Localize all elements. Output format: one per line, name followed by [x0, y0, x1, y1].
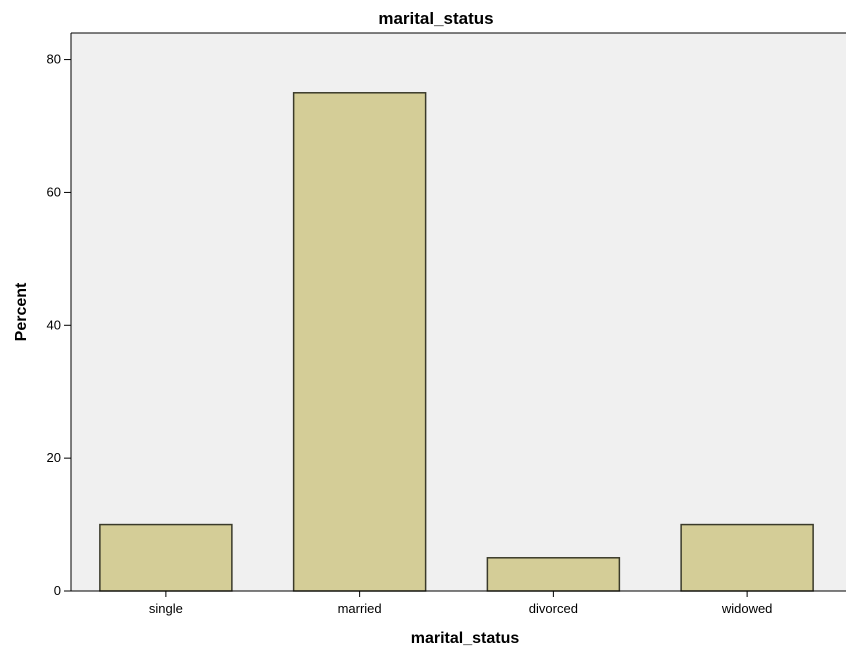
y-tick-label: 80: [47, 52, 61, 67]
x-tick-label-married: married: [338, 601, 382, 616]
x-ticks-group: single married divorced widowed: [149, 591, 773, 616]
y-tick-label: 40: [47, 317, 61, 332]
bar-married: [292, 92, 427, 592]
x-tick-label-divorced: divorced: [529, 601, 578, 616]
x-tick-label-single: single: [149, 601, 183, 616]
plot-background: [71, 33, 846, 591]
x-tick-label-widowed: widowed: [721, 601, 773, 616]
bar-single: [99, 523, 233, 592]
y-axis-label: Percent: [13, 282, 30, 341]
chart-title: marital_status: [378, 9, 493, 28]
y-ticks-group: 0 20 40 60 80: [47, 52, 71, 598]
y-tick-label: 60: [47, 184, 61, 199]
y-tick-label: 0: [54, 583, 61, 598]
bar-divorced: [486, 557, 621, 592]
y-tick-label: 20: [47, 450, 61, 465]
bars-group: [99, 92, 814, 592]
x-axis-label: marital_status: [411, 630, 520, 647]
bar-widowed: [680, 523, 814, 592]
